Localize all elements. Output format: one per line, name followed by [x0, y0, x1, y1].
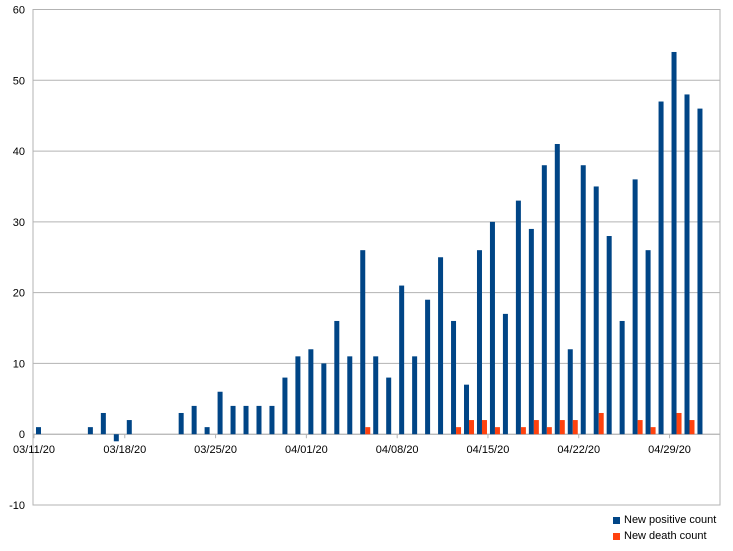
- bar-positive-04-30-20: [684, 94, 690, 435]
- bar-positive-03-25-20: [217, 391, 223, 435]
- bar-death-04-19-20: [546, 427, 552, 435]
- bar-positive-04-02-20: [321, 363, 327, 435]
- bar-positive-03-18-20: [126, 420, 132, 435]
- bar-positive-03-27-20: [243, 405, 249, 435]
- bar-positive-04-04-20: [347, 356, 353, 435]
- bar-positive-04-21-20: [567, 349, 573, 435]
- bar-death-04-30-20: [689, 420, 695, 435]
- bar-positive-04-01-20: [308, 349, 314, 435]
- bar-positive-03-30-20: [282, 377, 288, 435]
- legend-item-positive: New positive count: [613, 512, 716, 528]
- bar-death-04-17-20: [520, 427, 526, 435]
- bar-positive-04-08-20: [399, 285, 405, 435]
- y-tick-label: 0: [19, 429, 25, 441]
- bar-positive-04-26-20: [632, 179, 638, 435]
- bar-death-04-13-20: [469, 420, 475, 435]
- bar-death-04-26-20: [637, 420, 643, 435]
- legend-label-death: New death count: [624, 530, 707, 542]
- bar-positive-05-01-20: [697, 108, 703, 435]
- bar-positive-03-17-20: [113, 434, 119, 442]
- legend: New positive count New death count: [613, 512, 716, 544]
- bar-positive-04-16-20: [502, 313, 508, 435]
- bar-positive-04-05-20: [360, 250, 366, 435]
- bars: [36, 51, 703, 442]
- bar-positive-04-11-20: [438, 257, 444, 435]
- bar-positive-03-11-20: [36, 427, 41, 435]
- bar-positive-04-28-20: [658, 101, 664, 435]
- y-tick-label: 60: [13, 5, 25, 17]
- y-tick-label: 20: [13, 288, 25, 300]
- x-tick-label: 04/22/20: [557, 444, 600, 456]
- bar-positive-04-12-20: [451, 320, 457, 435]
- bar-death-04-20-20: [559, 420, 565, 435]
- legend-label-positive: New positive count: [624, 514, 717, 526]
- bar-positive-04-06-20: [373, 356, 379, 435]
- x-tick-label: 03/25/20: [194, 444, 237, 456]
- bar-positive-03-24-20: [204, 427, 210, 435]
- bar-positive-04-09-20: [412, 356, 418, 435]
- bar-death-04-18-20: [533, 420, 539, 435]
- bar-death-04-21-20: [572, 420, 578, 435]
- bar-positive-03-29-20: [269, 405, 275, 435]
- x-axis-tick-labels: 03/11/20 03/18/20 03/25/20 04/01/20 04/08/20…: [13, 444, 691, 456]
- x-tick-label: 04/08/20: [376, 444, 419, 456]
- bar-positive-04-13-20: [464, 384, 470, 435]
- x-tick-label: 04/15/20: [467, 444, 510, 456]
- bar-positive-04-25-20: [619, 320, 625, 435]
- y-tick-label: 40: [13, 146, 25, 158]
- legend-swatch-death: [613, 532, 620, 540]
- bar-death-04-15-20: [494, 427, 500, 435]
- x-tick-label: 04/01/20: [285, 444, 328, 456]
- bar-positive-03-22-20: [178, 412, 184, 435]
- x-tick-label: 04/29/20: [648, 444, 691, 456]
- bar-death-04-12-20: [456, 427, 462, 435]
- bar-positive-04-10-20: [425, 299, 431, 435]
- y-tick-label: 10: [13, 358, 25, 370]
- legend-swatch-positive: [613, 516, 620, 524]
- bar-death-04-27-20: [650, 427, 656, 435]
- bar-death-04-05-20: [365, 427, 371, 435]
- bar-death-04-29-20: [676, 412, 682, 435]
- x-tick-label: 03/18/20: [103, 444, 146, 456]
- bar-positive-04-29-20: [671, 51, 677, 435]
- y-tick-label: -10: [9, 500, 25, 512]
- bar-positive-04-23-20: [593, 186, 599, 435]
- bar-positive-04-19-20: [541, 165, 547, 435]
- bar-positive-03-26-20: [230, 405, 236, 435]
- bar-positive-04-24-20: [606, 236, 612, 435]
- bar-positive-04-03-20: [334, 320, 340, 435]
- bar-positive-04-20-20: [554, 143, 560, 435]
- bar-positive-03-16-20: [100, 412, 106, 435]
- y-tick-label: 30: [13, 217, 25, 229]
- bar-death-04-23-20: [598, 412, 604, 435]
- bar-positive-03-28-20: [256, 405, 262, 435]
- bar-positive-04-07-20: [386, 377, 392, 435]
- bar-positive-04-22-20: [580, 165, 586, 435]
- x-tick-label: 03/11/20: [13, 444, 55, 456]
- legend-item-death: New death count: [613, 528, 716, 544]
- bar-positive-04-17-20: [515, 200, 521, 435]
- bar-death-04-14-20: [481, 420, 487, 435]
- bar-positive-04-14-20: [476, 250, 482, 435]
- bar-positive-03-31-20: [295, 356, 301, 435]
- bar-positive-04-15-20: [489, 221, 495, 435]
- bar-positive-03-15-20: [87, 427, 93, 435]
- y-tick-label: 50: [13, 75, 25, 87]
- bar-positive-04-27-20: [645, 250, 651, 435]
- y-axis-tick-labels: -10 0 10 20 30 40 50 60: [9, 5, 25, 513]
- bar-positive-04-18-20: [528, 228, 534, 435]
- bar-positive-03-23-20: [191, 405, 197, 435]
